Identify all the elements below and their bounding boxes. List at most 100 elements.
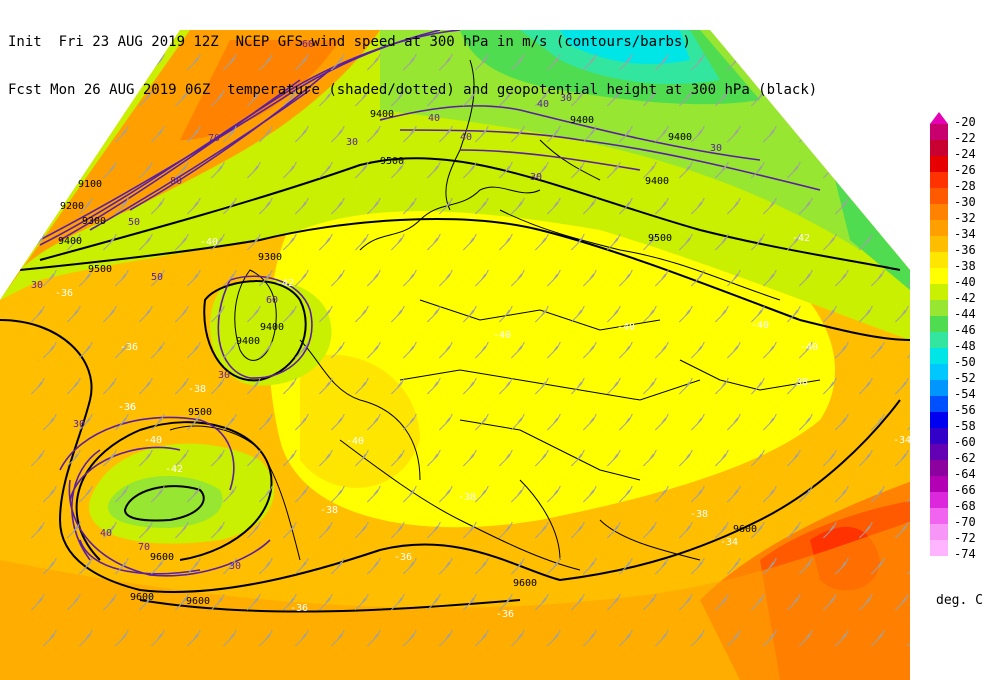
wind-barb bbox=[246, 89, 261, 107]
wind-barb bbox=[42, 197, 57, 215]
wind-barb bbox=[726, 269, 741, 287]
wind-barb bbox=[822, 449, 837, 467]
temperature-label: -36 bbox=[118, 402, 136, 413]
wind-barb bbox=[366, 53, 381, 71]
wind-barb bbox=[858, 377, 873, 395]
wind-barb bbox=[618, 53, 633, 71]
wind-barb bbox=[186, 629, 201, 647]
init-time: Fri 23 AUG 2019 12Z bbox=[58, 34, 219, 50]
wind-barb bbox=[510, 197, 525, 215]
wind-barb bbox=[78, 485, 93, 503]
header-line-2: Fcst Mon 26 AUG 2019 06Z temperature (sh… bbox=[8, 82, 817, 98]
colorbar-swatch bbox=[930, 428, 948, 444]
colorbar-label: -34 bbox=[954, 227, 976, 241]
wind-barb bbox=[138, 449, 153, 467]
wind-barb bbox=[462, 449, 477, 467]
wind-barb bbox=[138, 377, 153, 395]
temperature-label: -40 bbox=[346, 436, 364, 447]
temperature-labels: -40 -40 -40 -40 -40 -42 -36 -36 -38 -38 … bbox=[55, 233, 911, 620]
wind-barb bbox=[762, 485, 777, 503]
wind-barb bbox=[606, 521, 621, 539]
temperature-label: -40 bbox=[617, 322, 635, 333]
wind-barb bbox=[870, 125, 885, 143]
wind-barb bbox=[690, 269, 705, 287]
wind-barb bbox=[582, 485, 597, 503]
wind-barb bbox=[582, 197, 597, 215]
wind-barb bbox=[726, 629, 741, 647]
wind-barb bbox=[318, 161, 333, 179]
wind-barb bbox=[390, 449, 405, 467]
wind-barb bbox=[462, 377, 477, 395]
height-label: 9500 bbox=[648, 233, 672, 244]
wind-barb bbox=[690, 125, 705, 143]
wind-barb bbox=[102, 161, 117, 179]
wind-barb bbox=[30, 449, 45, 467]
colorbar-swatch bbox=[930, 124, 948, 140]
wind-barb bbox=[570, 161, 585, 179]
wind-barb bbox=[210, 593, 225, 611]
colorbar-label: -32 bbox=[954, 211, 976, 225]
colorbar-swatch bbox=[930, 396, 948, 412]
wind-barb bbox=[750, 233, 765, 251]
wind-barb bbox=[618, 269, 633, 287]
wind-barb bbox=[330, 413, 345, 431]
wind-barb bbox=[246, 161, 261, 179]
wind-barb bbox=[222, 557, 237, 575]
colorbar-swatch bbox=[930, 524, 948, 540]
wind-barb bbox=[582, 629, 597, 647]
wind-barb bbox=[438, 197, 453, 215]
wind-barb bbox=[318, 593, 333, 611]
wind-barb bbox=[834, 341, 849, 359]
wind-barb bbox=[42, 629, 57, 647]
temperature-label: -42 bbox=[276, 278, 294, 289]
wind-barb bbox=[858, 161, 873, 179]
wind-barb bbox=[714, 305, 729, 323]
wind-barb bbox=[762, 269, 777, 287]
wind-barb bbox=[654, 341, 669, 359]
wind-barb bbox=[474, 341, 489, 359]
wind-barb bbox=[78, 413, 93, 431]
wind-barb bbox=[570, 377, 585, 395]
wind-barb bbox=[438, 485, 453, 503]
colorbar-units: deg. C bbox=[936, 593, 983, 608]
wind-barb bbox=[66, 449, 81, 467]
wind-barb bbox=[750, 305, 765, 323]
colorbar-label: -30 bbox=[954, 195, 976, 209]
wind-barb bbox=[258, 557, 273, 575]
wind-barb bbox=[510, 485, 525, 503]
wind-barb bbox=[330, 125, 345, 143]
wind-barb bbox=[462, 89, 477, 107]
wind-barb bbox=[222, 53, 237, 71]
wind-barb bbox=[690, 341, 705, 359]
wind-label: 30 bbox=[560, 93, 572, 104]
colorbar-label: -20 bbox=[954, 115, 976, 129]
wind-barb bbox=[786, 593, 801, 611]
colorbar-label: -26 bbox=[954, 163, 976, 177]
wind-barb bbox=[294, 53, 309, 71]
wind-barb bbox=[366, 485, 381, 503]
temperature-label: -40 bbox=[200, 237, 218, 248]
wind-barb bbox=[150, 413, 165, 431]
wind-barb bbox=[330, 53, 345, 71]
title-line-1: NCEP GFS wind speed at 300 hPa in m/s (c… bbox=[235, 34, 691, 50]
wind-barb bbox=[318, 377, 333, 395]
temperature-label: -38 bbox=[320, 505, 338, 516]
wind-barb bbox=[750, 161, 765, 179]
wind-barb bbox=[654, 629, 669, 647]
wind-barb bbox=[174, 593, 189, 611]
wind-barb bbox=[462, 161, 477, 179]
height-label: 9600 bbox=[150, 552, 174, 563]
wind-barb bbox=[474, 557, 489, 575]
wind-barb bbox=[534, 161, 549, 179]
wind-barb bbox=[438, 413, 453, 431]
wind-barb bbox=[906, 125, 910, 143]
wind-barb bbox=[678, 89, 693, 107]
wind-barb bbox=[906, 197, 910, 215]
wind-barb bbox=[786, 377, 801, 395]
wind-barb bbox=[294, 485, 309, 503]
wind-barb bbox=[546, 197, 561, 215]
temperature-label: -38 bbox=[790, 377, 808, 388]
wind-barb bbox=[582, 53, 597, 71]
wind-barb bbox=[294, 413, 309, 431]
wind-barb bbox=[498, 377, 513, 395]
